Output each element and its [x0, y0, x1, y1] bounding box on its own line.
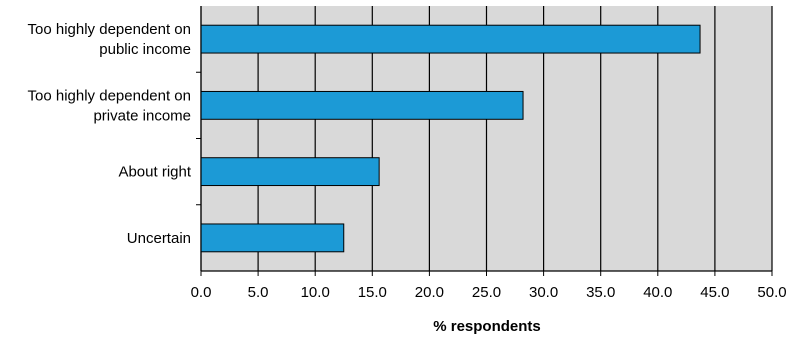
category-label: Too highly dependent on private income	[28, 87, 191, 124]
bar	[200, 157, 380, 187]
x-tick-label: 20.0	[415, 284, 444, 301]
bar	[200, 90, 524, 120]
category-label: Uncertain	[127, 230, 191, 247]
category-label: About right	[118, 164, 191, 181]
category-label: Too highly dependent on public income	[28, 21, 191, 58]
x-tick-label: 30.0	[529, 284, 558, 301]
bars	[200, 24, 701, 253]
x-tick-label: 25.0	[472, 284, 501, 301]
x-tick-label: 50.0	[757, 284, 786, 301]
x-tick-label: 0.0	[191, 284, 212, 301]
tick-labels: 0.0 5.0 10.0 15.0 20.0 25.0 30.0 35.0 40.0 45.0 50…	[191, 284, 787, 301]
x-tick-label: 45.0	[700, 284, 729, 301]
bar	[200, 24, 701, 54]
x-axis-title: % respondents	[433, 318, 541, 335]
x-tick-label: 40.0	[643, 284, 672, 301]
x-tick-label: 10.0	[301, 284, 330, 301]
category-labels: Too highly dependent on public income Too …	[28, 21, 192, 247]
x-tick-label: 35.0	[586, 284, 615, 301]
x-tick-label: 15.0	[358, 284, 387, 301]
axes	[196, 6, 773, 276]
bar	[200, 223, 345, 253]
x-tick-label: 5.0	[248, 284, 269, 301]
